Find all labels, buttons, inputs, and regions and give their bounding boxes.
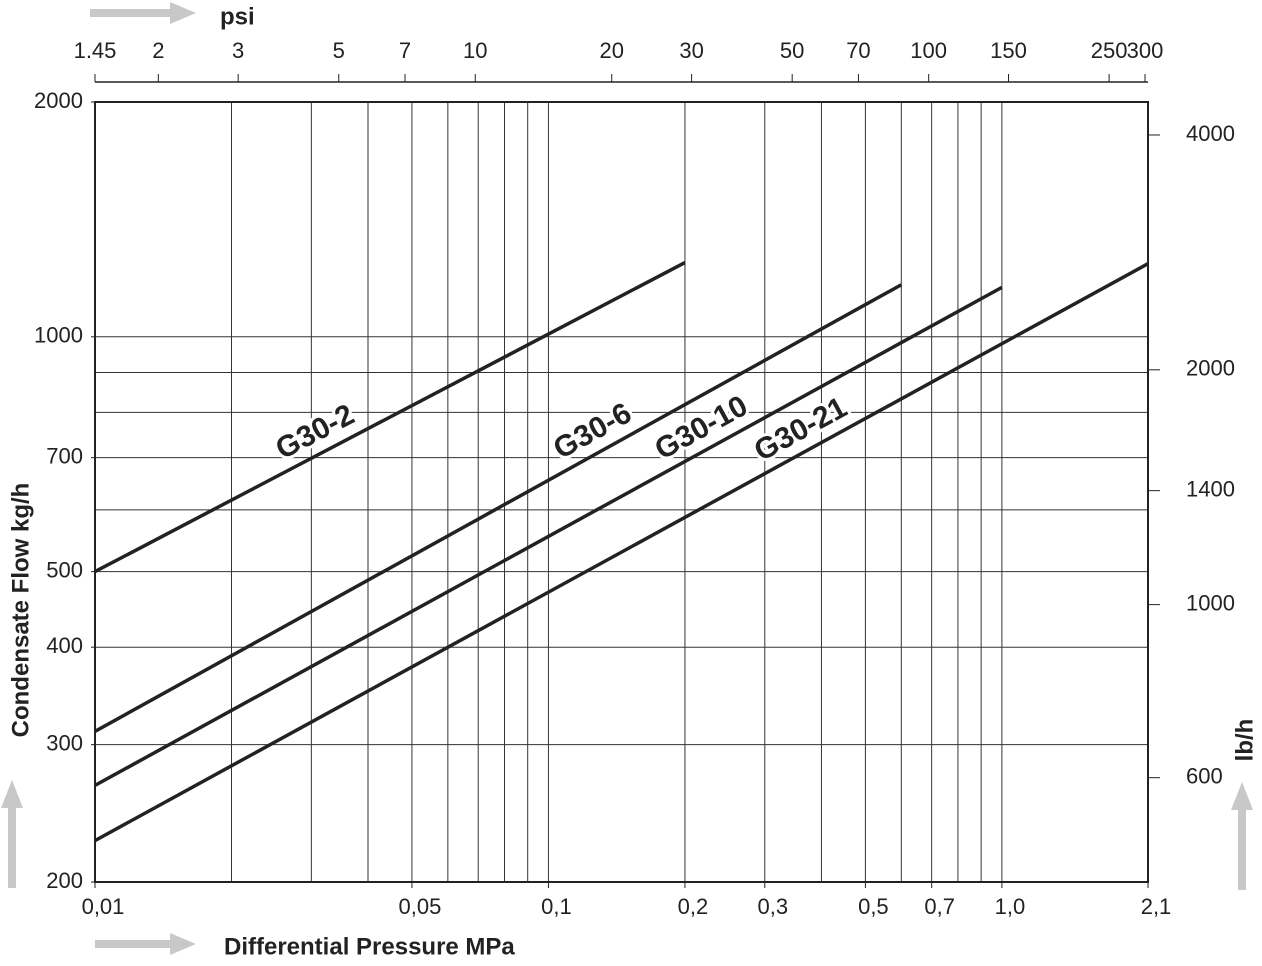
y-tick-label: 300 xyxy=(46,730,83,755)
x-tick-label: 0,1 xyxy=(541,894,572,919)
y2-tick-label: 4000 xyxy=(1186,121,1235,146)
y2-tick-label: 1400 xyxy=(1186,476,1235,501)
x-tick-label: 0,2 xyxy=(678,894,709,919)
series-line xyxy=(94,285,1003,787)
y2-tick-label: 600 xyxy=(1186,764,1223,789)
y-tick-label: 400 xyxy=(46,633,83,658)
arrow-left xyxy=(1,780,23,888)
x-tick-label: 0,7 xyxy=(924,894,955,919)
x-tick-label: 0,01 xyxy=(82,894,125,919)
y2-tick-label: 2000 xyxy=(1186,356,1235,381)
y-tick-label: 700 xyxy=(46,443,83,468)
x2-tick-label: 7 xyxy=(399,38,411,63)
x-tick-label: 1,0 xyxy=(995,894,1026,919)
y-axis-title: Condensate Flow kg/h xyxy=(7,483,34,738)
x2-tick-label: 100 xyxy=(910,38,947,63)
series-line xyxy=(94,261,686,574)
x-tick-label: 0,05 xyxy=(399,894,442,919)
y-tick-label: 200 xyxy=(46,868,83,893)
x-tick-label: 2,1 xyxy=(1141,894,1172,919)
x2-tick-label: 2 xyxy=(152,38,164,63)
x2-tick-label: 10 xyxy=(463,38,487,63)
x2-tick-label: 5 xyxy=(333,38,345,63)
arrows xyxy=(1,2,1253,955)
y-tick-label: 1000 xyxy=(34,323,83,348)
y2-axis-title: lb/h xyxy=(1231,719,1258,762)
series-line xyxy=(94,262,1149,843)
series-label: G30-10 xyxy=(649,389,753,466)
x2-tick-label: 20 xyxy=(600,38,624,63)
x2-tick-label: 150 xyxy=(990,38,1027,63)
x2-tick-label: 1.45 xyxy=(74,38,117,63)
x-tick-label: 0,5 xyxy=(858,894,889,919)
x2-tick-label: 3 xyxy=(232,38,244,63)
y-tick-label: 2000 xyxy=(34,88,83,113)
arrow-bottom xyxy=(95,933,196,955)
arrow-top xyxy=(90,2,196,24)
y-tick-label: 500 xyxy=(46,557,83,582)
x2-tick-label: 70 xyxy=(846,38,870,63)
series-label-group: G30-10 xyxy=(646,386,756,469)
x-axis-title: Differential Pressure MPa xyxy=(224,933,515,960)
plot-frame xyxy=(94,101,1149,883)
x2-tick-label: 50 xyxy=(780,38,804,63)
x2-tick-label: 300 xyxy=(1127,38,1164,63)
x2-axis-title: psi xyxy=(220,3,255,30)
x-tick-label: 0,3 xyxy=(757,894,788,919)
x2-tick-label: 250 xyxy=(1091,38,1128,63)
x2-tick-label: 30 xyxy=(679,38,703,63)
series-line xyxy=(94,283,903,733)
y2-tick-label: 1000 xyxy=(1186,590,1235,615)
arrow-right xyxy=(1231,782,1253,890)
